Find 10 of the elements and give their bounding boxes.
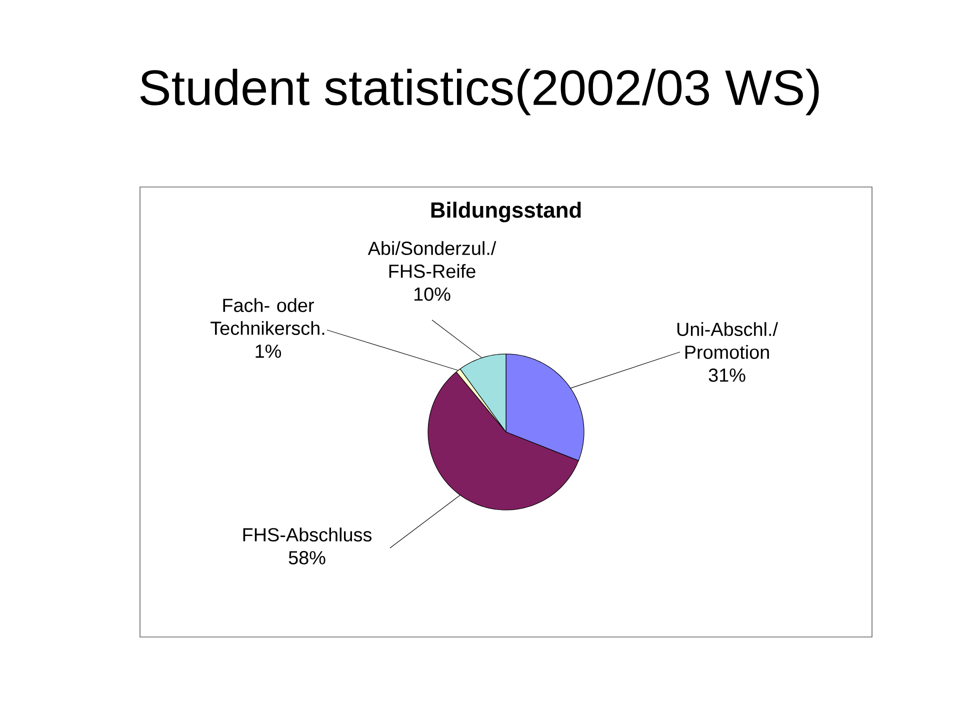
slice-label: FHS-Abschluss bbox=[243, 528, 372, 542]
data-label: 1% bbox=[256, 344, 282, 358]
slice-label: Fach- oder Technikersch. bbox=[210, 298, 324, 335]
chart-subtitle: Bildungsstand bbox=[431, 202, 581, 222]
data-label: 10% bbox=[414, 287, 450, 301]
data-label: 31% bbox=[708, 368, 746, 382]
data-label: 58% bbox=[288, 551, 326, 564]
slice-label: Abi/Sonderzul./ FHS-Reife bbox=[368, 241, 496, 278]
chart-title: Student statistics(2002/03 WS) bbox=[140, 68, 819, 116]
slice-label: Uni-Abschl./ Promotion bbox=[677, 322, 778, 359]
